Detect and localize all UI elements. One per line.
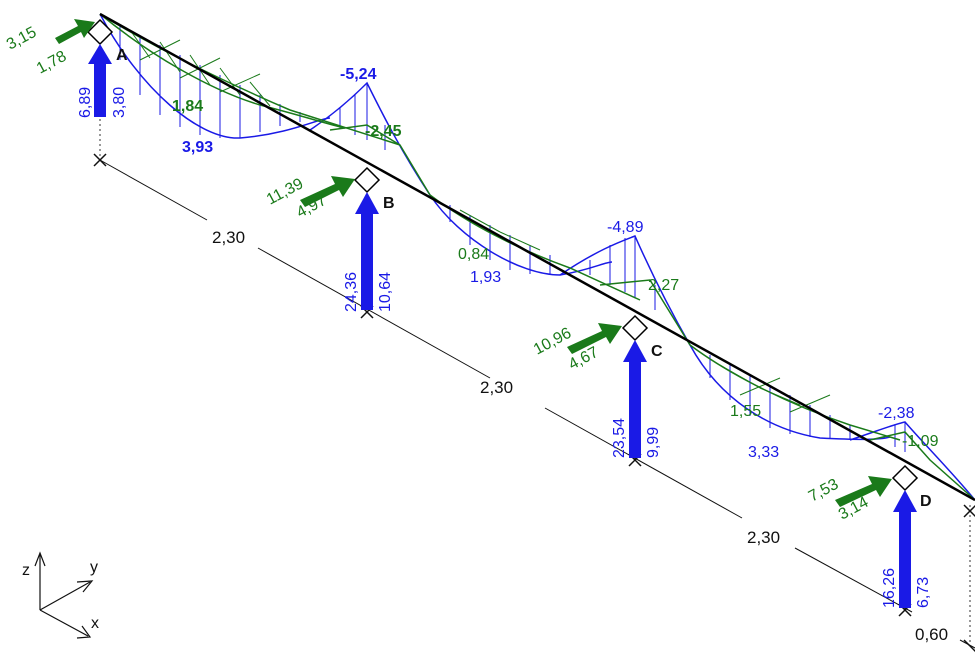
reaction-z-min-d: 6,73 bbox=[915, 577, 932, 608]
reaction-z-max-c: 23,54 bbox=[611, 418, 628, 458]
coordinate-axes bbox=[34, 551, 94, 639]
moment-curve-span1 bbox=[99, 13, 331, 139]
moment-diagram bbox=[99, 13, 975, 501]
vertical-reactions bbox=[88, 44, 917, 608]
horizontal-reaction-labels: 3,15 1,78 11,39 4,97 10,96 4,67 7,53 3,1… bbox=[4, 24, 872, 524]
support-label-b: B bbox=[383, 195, 395, 212]
reaction-y-max-a: 3,15 bbox=[4, 24, 40, 54]
shear-span1: 1,84 bbox=[172, 98, 203, 115]
support-label-c: C bbox=[651, 343, 663, 360]
support-symbols bbox=[86, 18, 919, 492]
support-symbol-c bbox=[621, 314, 649, 342]
reaction-z-arrow-b bbox=[355, 192, 379, 310]
reaction-z-max-a: 6,89 bbox=[77, 87, 94, 118]
moment-support-d: -2,38 bbox=[878, 405, 915, 422]
reaction-y-max-c: 10,96 bbox=[531, 325, 574, 359]
axis-y-label: y bbox=[90, 559, 98, 576]
reaction-z-max-d: 16,26 bbox=[881, 568, 898, 608]
span-labels: 2,30 2,30 2,30 0,60 bbox=[212, 228, 948, 644]
axis-x-label: x bbox=[91, 615, 99, 632]
moment-span1-max: 3,93 bbox=[182, 139, 213, 156]
axis-x-line bbox=[39, 609, 89, 637]
span-label-3: 2,30 bbox=[747, 528, 780, 547]
shear-support-c: 2,27 bbox=[648, 277, 679, 294]
reaction-y-arrow-d bbox=[835, 476, 892, 507]
support-symbol-b bbox=[353, 166, 381, 194]
shear-span3: 1,55 bbox=[730, 403, 761, 420]
span-label-1: 2,30 bbox=[212, 228, 245, 247]
axis-y-line bbox=[39, 581, 91, 611]
span-label-4: 0,60 bbox=[915, 625, 948, 644]
span-label-2: 2,30 bbox=[480, 378, 513, 397]
reaction-y-arrow-b bbox=[300, 176, 355, 207]
reaction-z-arrow-c bbox=[623, 340, 647, 458]
reaction-z-arrow-d bbox=[893, 490, 917, 608]
shear-hatch bbox=[129, 29, 831, 413]
reaction-y-arrow-c bbox=[567, 323, 622, 354]
support-label-a: A bbox=[116, 47, 128, 64]
moment-curve-span2 bbox=[429, 194, 613, 276]
moment-support-c: -4,89 bbox=[607, 219, 644, 236]
moment-span3-max: 3,33 bbox=[748, 444, 779, 461]
reaction-y-min-a: 1,78 bbox=[34, 48, 70, 78]
horizontal-reactions bbox=[55, 19, 892, 507]
moment-labels: 3,93 -5,24 1,93 -4,89 3,33 -2,38 bbox=[182, 66, 915, 461]
shear-labels: 1,84 -2,45 0,84 2,27 1,55 -1,09 bbox=[172, 98, 939, 450]
moment-span2-max: 1,93 bbox=[470, 269, 501, 286]
shear-support-b: -2,45 bbox=[365, 123, 402, 140]
moment-support-b: -5,24 bbox=[340, 66, 377, 83]
dimension-line bbox=[93, 153, 975, 653]
moment-curve-support-d bbox=[849, 421, 975, 501]
vertical-reaction-labels: 6,89 3,80 24,36 10,64 23,54 9,99 16,26 6… bbox=[77, 87, 932, 608]
shear-peak-b bbox=[329, 124, 431, 196]
support-label-d: D bbox=[920, 493, 932, 510]
moment-curve-support-b bbox=[309, 81, 431, 196]
reaction-y-arrow-a bbox=[55, 19, 95, 44]
reaction-z-arrow-a bbox=[88, 44, 112, 117]
reaction-z-min-b: 10,64 bbox=[377, 272, 394, 312]
reaction-z-min-c: 9,99 bbox=[645, 427, 662, 458]
moment-hatch-span1 bbox=[119, 25, 386, 150]
reaction-z-min-a: 3,80 bbox=[111, 87, 128, 118]
shear-support-d: -1,09 bbox=[902, 433, 939, 450]
axis-z-label: z bbox=[22, 562, 30, 579]
shear-peak-c bbox=[599, 279, 691, 346]
beam-axis bbox=[99, 12, 975, 502]
support-symbol-d bbox=[891, 464, 919, 492]
shear-span2: 0,84 bbox=[458, 246, 489, 263]
shear-peak-d bbox=[869, 431, 975, 501]
reaction-z-max-b: 24,36 bbox=[343, 272, 360, 312]
